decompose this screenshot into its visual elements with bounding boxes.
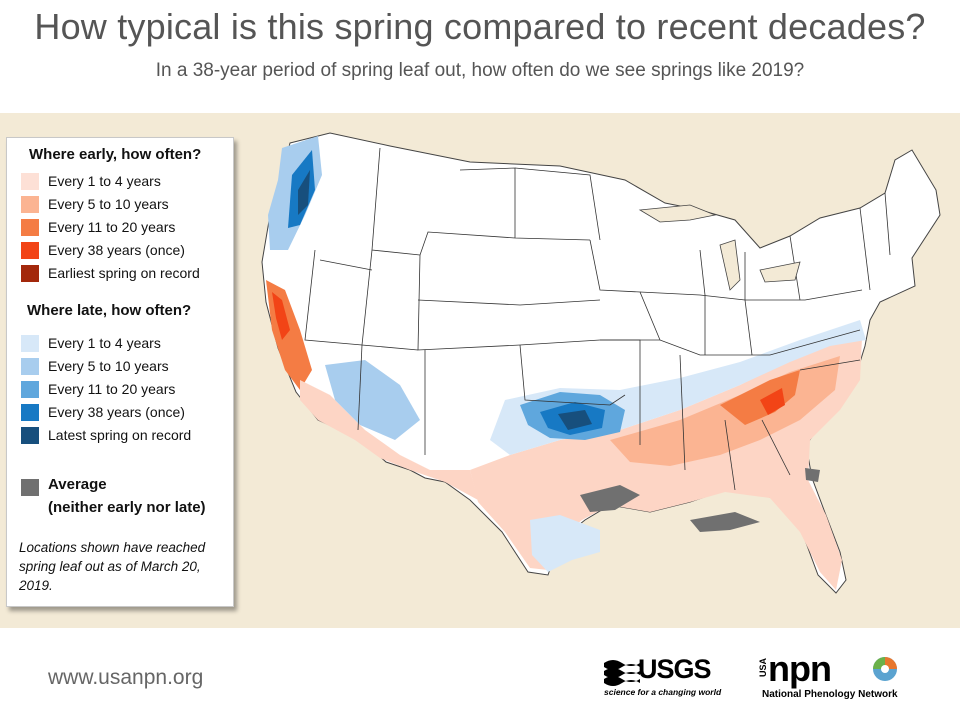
legend-early-swatch — [21, 195, 39, 213]
average-region-texas — [580, 485, 640, 512]
legend-average-note: (neither early nor late) — [48, 499, 206, 516]
legend-average-label: Average — [48, 476, 107, 493]
legend-early-label: Every 1 to 4 years — [48, 173, 161, 189]
legend-late-swatch — [21, 426, 39, 444]
page-title: How typical is this spring compared to r… — [34, 6, 926, 47]
legend-late-label: Every 11 to 20 years — [48, 381, 176, 397]
legend-late-swatch — [21, 380, 39, 398]
legend-early-item: Every 11 to 20 years — [21, 217, 175, 237]
usgs-tagline: science for a changing world — [604, 687, 722, 697]
early-region-appalachian — [720, 370, 800, 425]
legend-footnote: Locations shown have reached spring leaf… — [19, 540, 206, 593]
legend-early-label: Every 38 years (once) — [48, 242, 185, 258]
legend-late-item: Every 38 years (once) — [21, 402, 185, 422]
legend-late-heading: Where late, how often? — [27, 302, 192, 319]
legend-late-label: Every 38 years (once) — [48, 404, 185, 420]
average-region-gulf — [690, 512, 760, 532]
average-region-carolina — [805, 468, 820, 482]
npn-logo: USA npn National Phenology Network — [758, 648, 908, 702]
late-region-southwest — [325, 360, 420, 440]
npn-usa-prefix: USA — [758, 658, 768, 678]
legend-early-item: Every 1 to 4 years — [21, 171, 161, 191]
legend-late-item: Every 11 to 20 years — [21, 379, 175, 399]
legend-late-item: Latest spring on record — [21, 425, 191, 445]
legend-late-label: Latest spring on record — [48, 427, 192, 443]
late-region-gulf — [530, 515, 600, 572]
usgs-wave-icon — [604, 660, 640, 686]
legend-late-swatch — [21, 357, 39, 375]
legend-early-label: Every 11 to 20 years — [48, 219, 176, 235]
early-region-southwest — [300, 380, 478, 500]
early-region-appalachian-peak — [760, 388, 785, 415]
legend-early-item: Every 5 to 10 years — [21, 194, 169, 214]
state-borders — [304, 147, 891, 491]
late-region-plains-record — [558, 410, 592, 430]
npn-tagline: National Phenology Network — [762, 689, 898, 700]
legend-late-label: Every 5 to 10 years — [48, 358, 169, 374]
legend-early-swatch — [21, 264, 39, 282]
us-leaf-out-map — [261, 132, 941, 594]
late-region-pacific-nw-record — [298, 170, 310, 215]
legend-early-swatch — [21, 218, 39, 236]
website-link[interactable]: www.usanpn.org — [48, 666, 204, 689]
legend-early-label: Every 5 to 10 years — [48, 196, 169, 212]
usgs-wordmark: USGS — [638, 654, 712, 684]
legend-early-swatch — [21, 172, 39, 190]
legend-early-item: Every 38 years (once) — [21, 240, 185, 260]
legend-late-label: Every 1 to 4 years — [48, 335, 161, 351]
npn-leaf-emblem-icon — [873, 657, 897, 681]
early-region-california-core — [272, 292, 290, 340]
legend-late-swatch — [21, 334, 39, 352]
legend-late-item: Every 5 to 10 years — [21, 356, 169, 376]
page-subtitle: In a 38-year period of spring leaf out, … — [155, 60, 805, 81]
npn-wordmark: npn — [768, 648, 832, 689]
legend-late-item: Every 1 to 4 years — [21, 333, 161, 353]
great-lakes — [638, 204, 801, 291]
legend-early-label: Earliest spring on record — [48, 265, 200, 281]
legend-early-item: Earliest spring on record — [21, 263, 200, 283]
map-legend: Where early, how often? Every 1 to 4 yea… — [6, 137, 234, 607]
legend-early-swatch — [21, 241, 39, 259]
legend-late-swatch — [21, 403, 39, 421]
legend-early-heading: Where early, how often? — [29, 146, 202, 163]
legend-average-swatch — [21, 479, 39, 496]
usgs-logo: USGS science for a changing world — [604, 654, 722, 700]
